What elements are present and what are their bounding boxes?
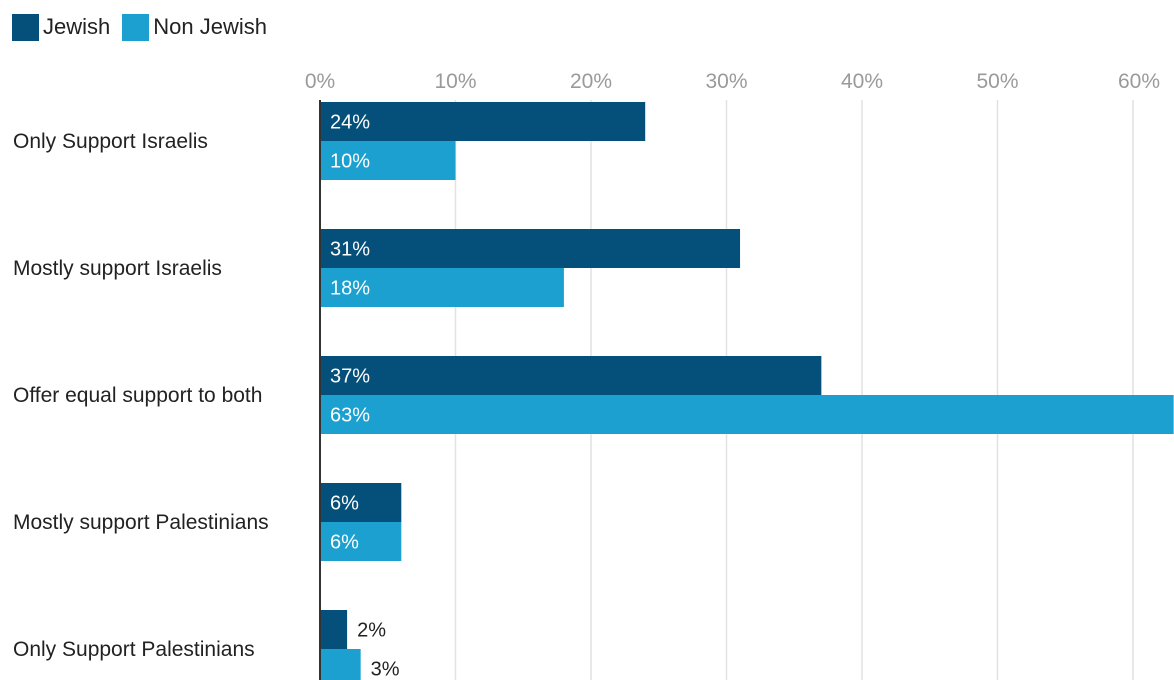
x-tick-label: 40% xyxy=(841,70,883,93)
x-tick-label: 20% xyxy=(570,70,612,93)
bar-value-label: 37% xyxy=(330,366,370,388)
legend-swatch-non-jewish xyxy=(122,13,150,41)
bar-value-label: 24% xyxy=(330,112,370,134)
bar xyxy=(320,483,402,522)
legend-label-jewish: Jewish xyxy=(43,14,111,39)
bar xyxy=(320,141,456,180)
category-label: Offer equal support to both xyxy=(13,384,262,407)
bar xyxy=(320,229,741,268)
bar xyxy=(320,395,1174,434)
bar-value-label: 63% xyxy=(330,405,370,427)
x-tick-label: 60% xyxy=(1118,70,1160,93)
legend-item-jewish: Jewish xyxy=(12,13,111,41)
bar-value-label: 3% xyxy=(371,659,400,680)
x-tick-label: 0% xyxy=(305,70,335,93)
bar xyxy=(320,610,348,649)
bar-value-label: 31% xyxy=(330,239,370,261)
bar xyxy=(320,356,822,395)
category-label: Only Support Israelis xyxy=(13,130,208,153)
bar-value-label: 18% xyxy=(330,278,370,300)
bar-value-label: 6% xyxy=(330,493,359,515)
bar-value-label: 2% xyxy=(357,620,386,642)
x-tick-label: 50% xyxy=(976,70,1018,93)
legend-item-non-jewish: Non Jewish xyxy=(122,13,267,41)
x-tick-label: 30% xyxy=(705,70,747,93)
legend-swatch-jewish xyxy=(12,13,39,41)
bar xyxy=(320,102,646,141)
bar-value-label: 10% xyxy=(330,151,370,173)
legend: Jewish Non Jewish xyxy=(12,12,279,42)
legend-label-non-jewish: Non Jewish xyxy=(153,14,267,39)
category-label: Mostly support Israelis xyxy=(13,257,222,280)
category-label: Only Support Palestinians xyxy=(13,638,255,661)
x-tick-label: 10% xyxy=(434,70,476,93)
bar xyxy=(320,522,402,561)
bar-value-label: 6% xyxy=(330,532,359,554)
category-label: Mostly support Palestinians xyxy=(13,511,269,534)
bar xyxy=(320,649,361,680)
bar xyxy=(320,268,564,307)
